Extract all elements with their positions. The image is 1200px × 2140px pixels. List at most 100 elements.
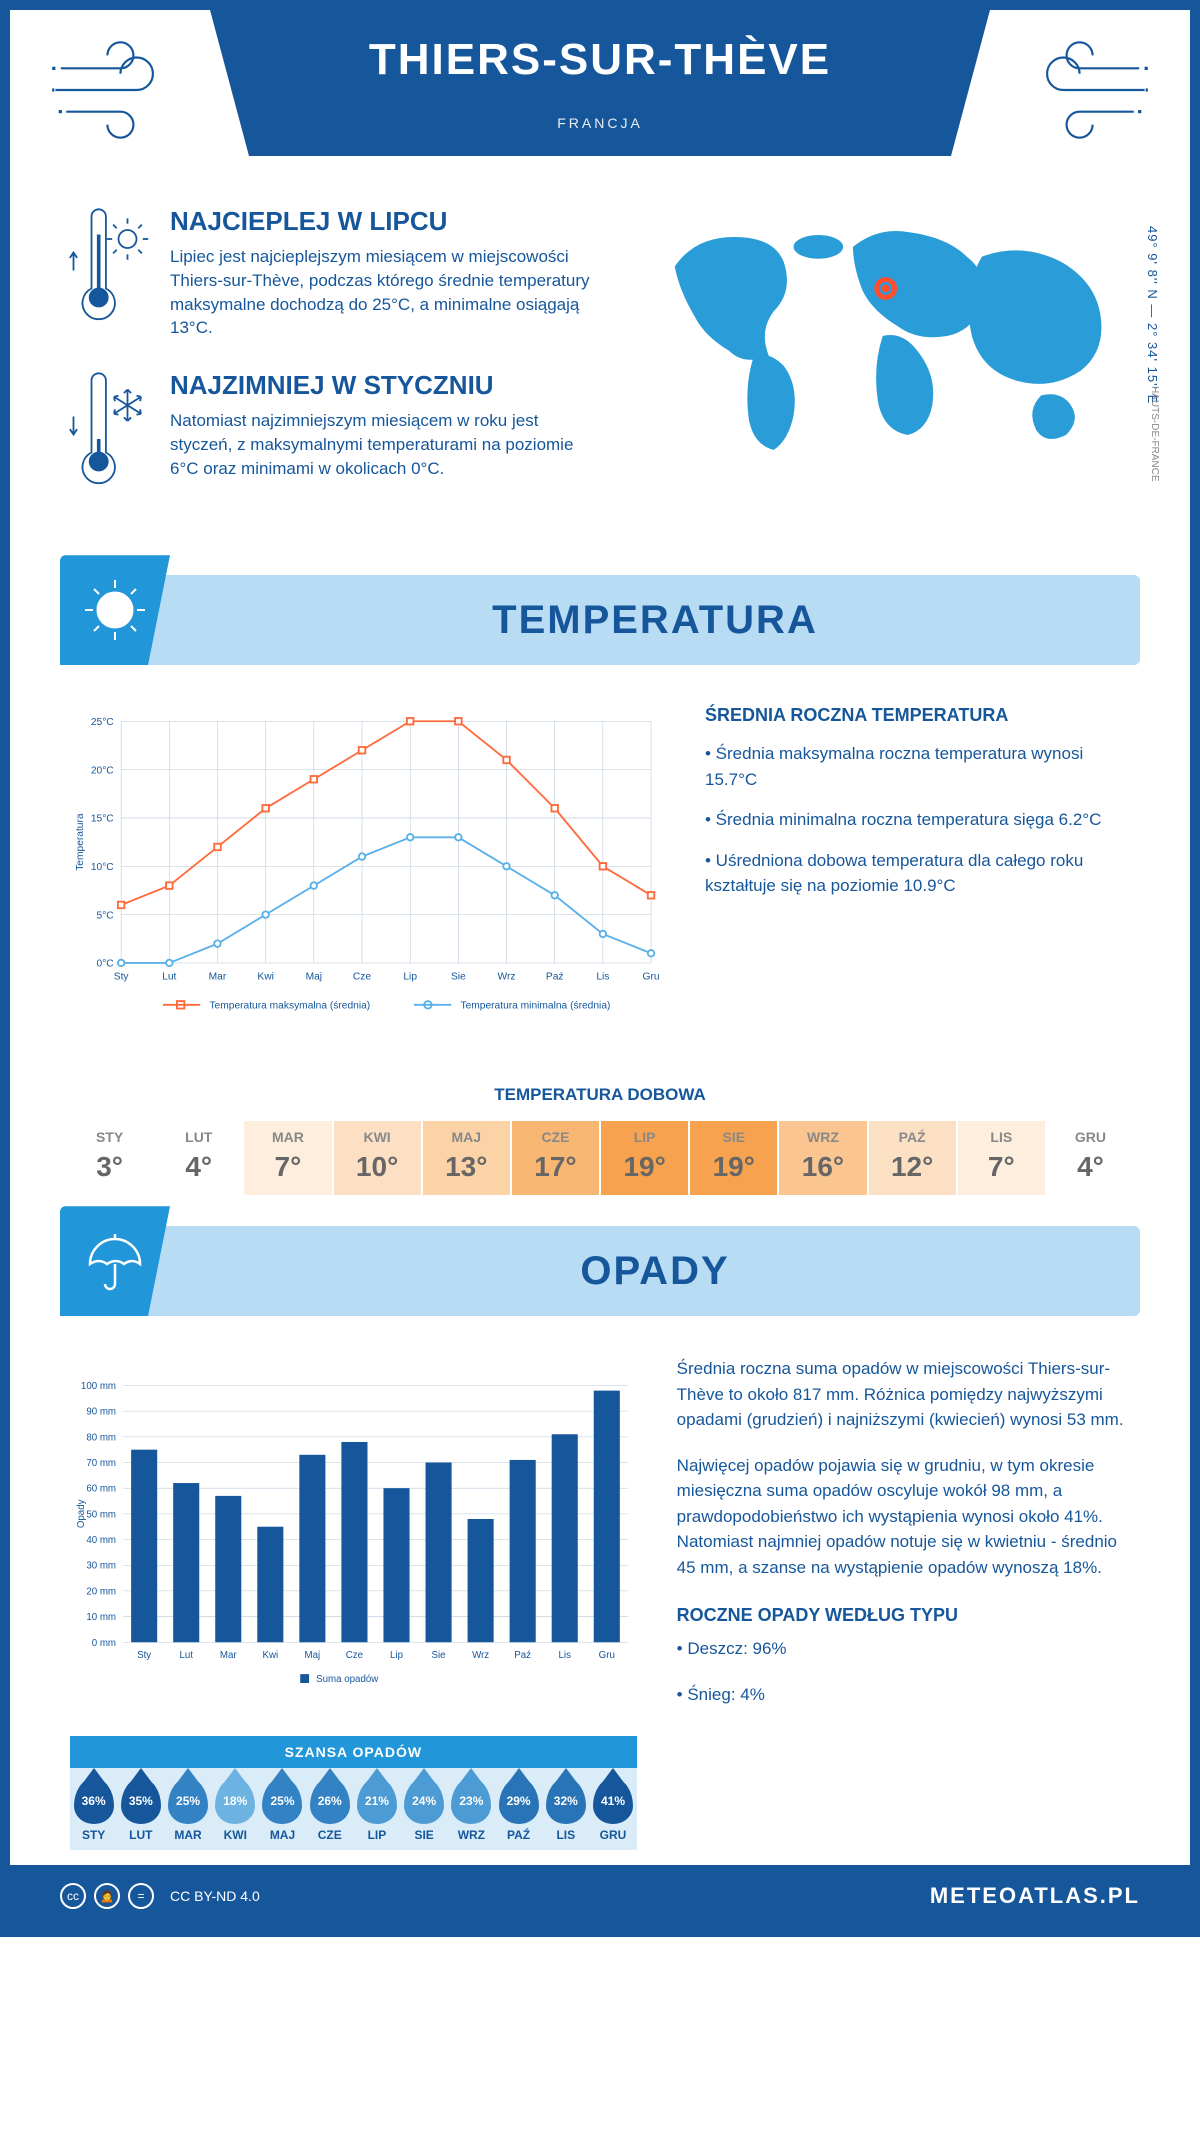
- precip-type-title: ROCZNE OPADY WEDŁUG TYPU: [677, 1605, 1130, 1626]
- daily-cell: STY3°: [65, 1120, 154, 1196]
- svg-text:20 mm: 20 mm: [86, 1587, 116, 1598]
- svg-text:Wrz: Wrz: [498, 972, 516, 983]
- warmest-text: Lipiec jest najcieplejszym miesiącem w m…: [170, 245, 605, 340]
- temperature-section-header: TEMPERATURA: [60, 575, 1140, 665]
- svg-text:Lut: Lut: [162, 972, 176, 983]
- wind-icon: [50, 40, 180, 145]
- svg-text:Mar: Mar: [209, 972, 227, 983]
- svg-text:Temperatura: Temperatura: [75, 813, 86, 871]
- thermometer-snowflake-icon: [60, 370, 150, 495]
- precip-section-header: OPADY: [60, 1226, 1140, 1316]
- warmest-title: NAJCIEPLEJ W LIPCU: [170, 206, 605, 237]
- daily-temp-table: STY3°LUT4°MAR7°KWI10°MAJ13°CZE17°LIP19°S…: [65, 1120, 1135, 1196]
- thermometer-sun-icon: [60, 206, 150, 340]
- svg-text:0 mm: 0 mm: [92, 1638, 116, 1649]
- svg-text:Lip: Lip: [390, 1650, 403, 1661]
- svg-text:100 mm: 100 mm: [81, 1381, 116, 1392]
- license-block: cc 🙍 = CC BY-ND 4.0: [60, 1883, 260, 1909]
- svg-text:Cze: Cze: [346, 1650, 363, 1661]
- svg-text:50 mm: 50 mm: [86, 1510, 116, 1521]
- daily-cell: GRU4°: [1046, 1120, 1135, 1196]
- license-text: CC BY-ND 4.0: [170, 1888, 260, 1904]
- coldest-text: Natomiast najzimniejszym miesiącem w rok…: [170, 409, 605, 480]
- svg-text:Suma opadów: Suma opadów: [316, 1674, 379, 1685]
- svg-text:Lis: Lis: [559, 1650, 572, 1661]
- brand-label: METEOATLAS.PL: [930, 1883, 1140, 1909]
- svg-text:Lip: Lip: [403, 972, 417, 983]
- svg-text:15°C: 15°C: [91, 814, 114, 825]
- chance-cell: 35%LUT: [117, 1768, 164, 1850]
- svg-text:90 mm: 90 mm: [86, 1407, 116, 1418]
- avg-temp-title: ŚREDNIA ROCZNA TEMPERATURA: [705, 705, 1130, 726]
- nd-icon: =: [128, 1883, 154, 1909]
- svg-text:Paź: Paź: [514, 1650, 531, 1661]
- precip-type-snow: • Śnieg: 4%: [677, 1682, 1130, 1708]
- svg-text:Kwi: Kwi: [257, 972, 273, 983]
- svg-text:0°C: 0°C: [97, 959, 114, 970]
- svg-text:5°C: 5°C: [97, 911, 114, 922]
- daily-cell: MAR7°: [243, 1120, 332, 1196]
- chance-cell: 23%WRZ: [448, 1768, 495, 1850]
- page-footer: cc 🙍 = CC BY-ND 4.0 METEOATLAS.PL: [10, 1865, 1190, 1927]
- svg-text:Wrz: Wrz: [472, 1650, 489, 1661]
- page-header: THIERS-SUR-THÈVE FRANCJA: [10, 10, 1190, 176]
- country-label: FRANCJA: [230, 115, 970, 131]
- svg-text:Sty: Sty: [137, 1650, 151, 1661]
- daily-cell: CZE17°: [511, 1120, 600, 1196]
- daily-cell: WRZ16°: [778, 1120, 867, 1196]
- daily-cell: LIP19°: [600, 1120, 689, 1196]
- svg-text:Maj: Maj: [306, 972, 322, 983]
- svg-text:Lis: Lis: [596, 972, 609, 983]
- world-map: 49° 9' 8'' N — 2° 34' 15'' E HAUTS-DE-FR…: [645, 206, 1140, 525]
- svg-text:Mar: Mar: [220, 1650, 238, 1661]
- temperature-title: TEMPERATURA: [170, 598, 1140, 643]
- chance-cell: 36%STY: [70, 1768, 117, 1850]
- precip-chance-table: SZANSA OPADÓW 36%STY35%LUT25%MAR18%KWI25…: [70, 1736, 637, 1850]
- chance-cell: 25%MAJ: [259, 1768, 306, 1850]
- svg-text:70 mm: 70 mm: [86, 1458, 116, 1469]
- precip-bar-chart: 0 mm10 mm20 mm30 mm40 mm50 mm60 mm70 mm8…: [70, 1356, 637, 1721]
- svg-text:10°C: 10°C: [91, 862, 114, 873]
- chance-cell: 21%LIP: [353, 1768, 400, 1850]
- svg-text:Gru: Gru: [599, 1650, 615, 1661]
- avg-temp-bullet: • Średnia minimalna roczna temperatura s…: [705, 807, 1130, 833]
- umbrella-icon: [60, 1206, 170, 1316]
- daily-cell: PAŹ12°: [868, 1120, 957, 1196]
- svg-text:Paź: Paź: [546, 972, 564, 983]
- svg-text:Temperatura minimalna (średnia: Temperatura minimalna (średnia): [460, 1001, 610, 1012]
- svg-text:Sie: Sie: [432, 1650, 446, 1661]
- region-label: HAUTS-DE-FRANCE: [1149, 386, 1160, 482]
- daily-cell: MAJ13°: [422, 1120, 511, 1196]
- svg-text:10 mm: 10 mm: [86, 1612, 116, 1623]
- svg-text:80 mm: 80 mm: [86, 1433, 116, 1444]
- svg-text:25°C: 25°C: [91, 717, 114, 728]
- svg-text:30 mm: 30 mm: [86, 1561, 116, 1572]
- chance-cell: 24%SIE: [401, 1768, 448, 1850]
- svg-text:40 mm: 40 mm: [86, 1535, 116, 1546]
- svg-text:Temperatura maksymalna (średni: Temperatura maksymalna (średnia): [209, 1001, 370, 1012]
- svg-text:Cze: Cze: [353, 972, 371, 983]
- chance-cell: 26%CZE: [306, 1768, 353, 1850]
- coordinates: 49° 9' 8'' N — 2° 34' 15'' E: [1145, 226, 1160, 404]
- coldest-block: NAJZIMNIEJ W STYCZNIU Natomiast najzimni…: [60, 370, 605, 495]
- chance-cell: 29%PAŹ: [495, 1768, 542, 1850]
- avg-temp-bullet: • Uśredniona dobowa temperatura dla całe…: [705, 848, 1130, 899]
- svg-text:Opady: Opady: [76, 1500, 87, 1529]
- svg-text:20°C: 20°C: [91, 766, 114, 777]
- svg-text:Maj: Maj: [305, 1650, 321, 1661]
- svg-text:Sty: Sty: [114, 972, 130, 983]
- temperature-line-chart: 0°C 5°C 10°C 15°C 20°C 25°C Sty Lut Mar Kwi Maj Cze…: [70, 705, 665, 1040]
- precip-summary: Średnia roczna suma opadów w miejscowośc…: [677, 1356, 1130, 1433]
- page-title: THIERS-SUR-THÈVE: [230, 35, 970, 85]
- warmest-block: NAJCIEPLEJ W LIPCU Lipiec jest najcieple…: [60, 206, 605, 340]
- chance-cell: 25%MAR: [164, 1768, 211, 1850]
- svg-text:Sie: Sie: [451, 972, 466, 983]
- daily-cell: LUT4°: [154, 1120, 243, 1196]
- svg-text:Lut: Lut: [179, 1650, 193, 1661]
- chance-cell: 18%KWI: [212, 1768, 259, 1850]
- svg-text:Kwi: Kwi: [262, 1650, 278, 1661]
- chance-title: SZANSA OPADÓW: [70, 1736, 637, 1768]
- precip-type-rain: • Deszcz: 96%: [677, 1636, 1130, 1662]
- sun-icon: [60, 555, 170, 665]
- precip-title: OPADY: [170, 1249, 1140, 1294]
